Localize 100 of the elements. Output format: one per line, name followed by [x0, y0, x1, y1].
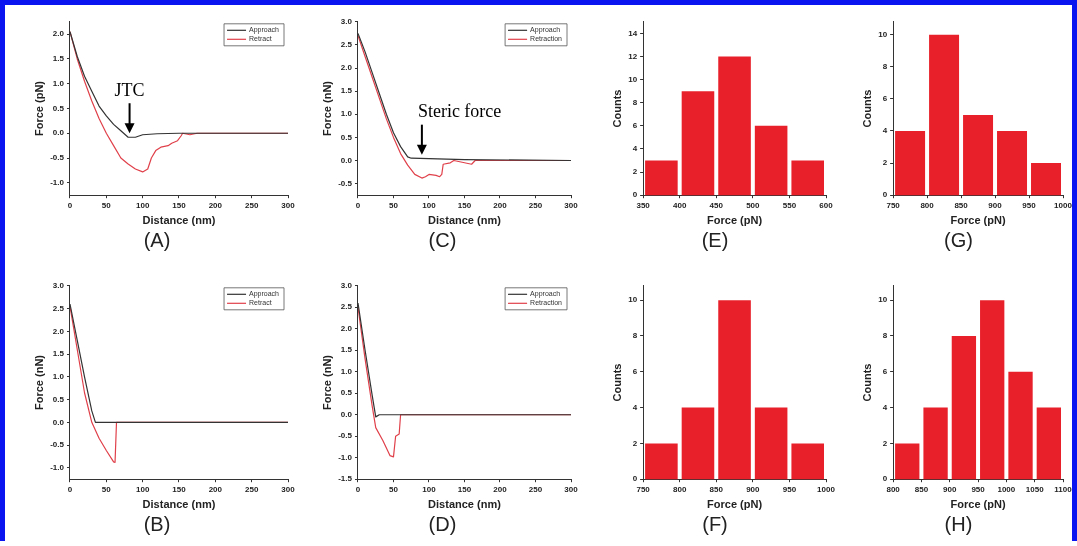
x-tick-label: 0: [67, 201, 73, 211]
y-axis-title: Force (nN): [320, 80, 333, 136]
y-axis-title: Force (pN): [32, 80, 45, 136]
y-tick-label: 2.5: [52, 303, 65, 313]
y-tick-label: 2.0: [52, 29, 65, 39]
x-tick-label: 750: [886, 201, 901, 211]
x-tick-label: 750: [636, 485, 651, 495]
y-tick-label: 6: [632, 366, 638, 376]
x-tick-label: 950: [971, 485, 986, 495]
x-tick-label: 400: [673, 201, 687, 211]
x-tick-label: 100: [135, 201, 150, 211]
y-tick-label: 8: [882, 61, 888, 71]
x-tick-label: 50: [101, 485, 112, 495]
y-tick-label: -1.0: [50, 463, 65, 473]
y-tick-label: 0.5: [52, 103, 65, 113]
x-axis-title: Distance (nm): [142, 498, 216, 511]
y-tick-label: 2.0: [52, 326, 65, 336]
y-tick-label: 1.5: [52, 349, 65, 359]
y-tick-label: 4: [632, 402, 638, 412]
y-tick-label: 1.0: [340, 109, 353, 119]
y-tick-label: 0.5: [340, 132, 353, 142]
x-tick-label: 250: [244, 201, 259, 211]
x-tick-label: 800: [673, 485, 687, 495]
x-tick-label: 900: [746, 485, 761, 495]
y-tick-label: 0: [632, 474, 638, 484]
x-axis-title: Distance (nm): [142, 214, 216, 227]
text: (B): [142, 513, 172, 536]
y-axis-title: Force (nN): [32, 354, 45, 410]
x-tick-label: 1000: [817, 485, 836, 495]
x-tick-label: 250: [244, 485, 259, 495]
y-tick-label: 0.0: [52, 417, 65, 427]
x-tick-label: 150: [172, 201, 187, 211]
y-tick-label: 6: [882, 366, 888, 376]
y-axis-title: Counts: [860, 89, 873, 128]
y-tick-label: 12: [628, 51, 638, 61]
x-tick-label: 50: [101, 201, 112, 211]
y-tick-label: -1.0: [338, 452, 353, 462]
y-tick-label: 3.0: [340, 17, 353, 26]
y-tick-label: 2.0: [340, 323, 353, 333]
text: (H): [943, 513, 974, 536]
x-tick-label: 150: [457, 485, 472, 495]
x-tick-label: 100: [135, 485, 150, 495]
x-tick-label: 850: [709, 485, 724, 495]
y-tick-label: 3.0: [52, 281, 65, 290]
x-axis-title: Force (pN): [950, 214, 1006, 227]
y-tick-label: -1.5: [338, 474, 353, 484]
y-tick-label: 1.5: [340, 86, 353, 96]
x-tick-label: 100: [422, 201, 437, 211]
y-tick-label: 3.0: [340, 281, 353, 290]
x-tick-label: 250: [528, 201, 543, 211]
y-tick-label: 0: [882, 474, 888, 484]
y-tick-label: 2.5: [340, 302, 353, 312]
x-tick-label: 800: [920, 201, 935, 211]
y-tick-label: -1.0: [50, 178, 65, 188]
text: (G): [943, 229, 974, 252]
text: (A): [142, 229, 172, 252]
annotation: Steric force: [417, 101, 502, 122]
x-tick-label: 950: [782, 485, 797, 495]
y-tick-label: 0.5: [340, 388, 353, 398]
x-tick-label: 1000: [997, 485, 1016, 495]
y-tick-label: 0: [632, 190, 638, 200]
x-tick-label: 150: [457, 201, 472, 211]
x-tick-label: 300: [564, 201, 579, 211]
y-axis-title: Counts: [610, 89, 623, 128]
x-tick-label: 600: [819, 201, 834, 211]
y-tick-label: 8: [632, 331, 638, 341]
x-tick-label: 1100: [1054, 485, 1073, 495]
x-tick-label: 900: [988, 201, 1003, 211]
y-tick-label: 4: [632, 144, 638, 154]
x-tick-label: 200: [493, 201, 508, 211]
y-tick-label: 1.0: [52, 372, 65, 382]
y-tick-label: 0.0: [340, 409, 353, 419]
y-tick-label: 2: [882, 158, 888, 168]
y-tick-label: 6: [632, 121, 638, 131]
x-tick-label: 250: [528, 485, 543, 495]
y-tick-label: 1.0: [52, 78, 65, 88]
y-tick-label: 0: [882, 190, 888, 200]
x-tick-label: 0: [355, 485, 361, 495]
y-tick-label: 8: [882, 331, 888, 341]
y-tick-label: 2.0: [340, 63, 353, 73]
x-tick-label: 100: [422, 485, 437, 495]
text: (C): [427, 229, 458, 252]
x-tick-label: 500: [746, 201, 761, 211]
y-tick-label: 4: [882, 402, 888, 412]
y-tick-label: 2: [632, 438, 638, 448]
x-tick-label: 900: [943, 485, 957, 495]
y-tick-label: 10: [628, 295, 638, 305]
text: (D): [427, 513, 458, 536]
y-tick-label: -0.5: [50, 440, 65, 450]
y-axis-title: Counts: [860, 363, 873, 402]
x-tick-label: 300: [564, 485, 579, 495]
x-tick-label: 550: [782, 201, 797, 211]
y-tick-label: 0.0: [340, 155, 353, 165]
x-axis-title: Distance (nm): [428, 214, 502, 227]
y-tick-label: -0.5: [50, 153, 65, 163]
x-tick-label: 1050: [1025, 485, 1045, 495]
y-tick-label: 4: [882, 126, 888, 136]
x-axis-title: Force (pN): [950, 498, 1006, 511]
x-tick-label: 850: [954, 201, 969, 211]
y-tick-label: 8: [632, 97, 638, 107]
